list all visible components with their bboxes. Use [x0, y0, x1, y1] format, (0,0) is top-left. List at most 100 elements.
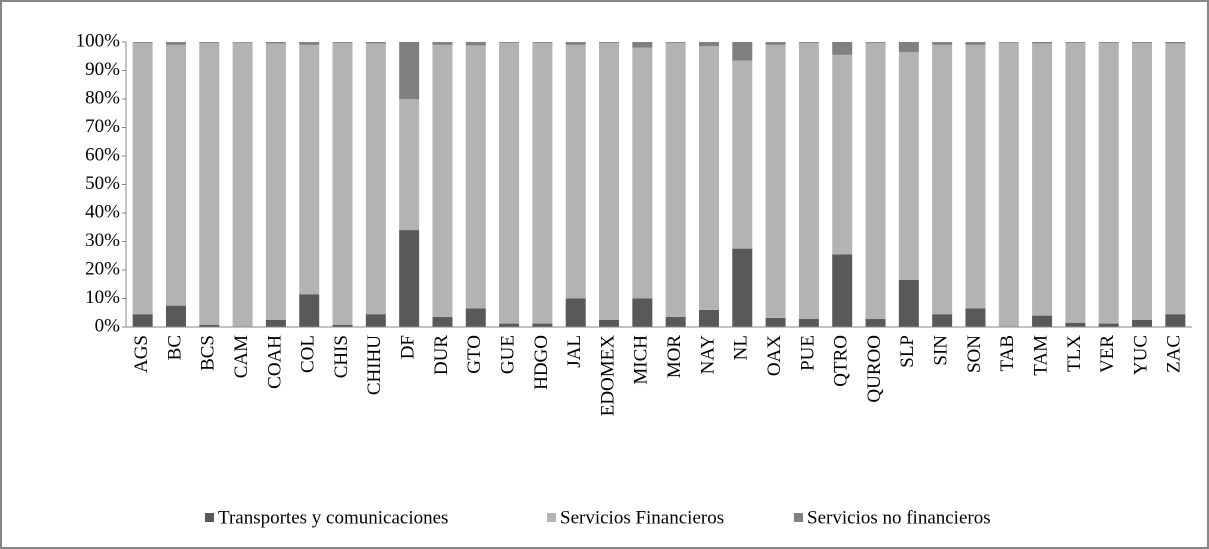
x-tick-label: QTRO [831, 335, 852, 387]
x-tick-label: DUR [431, 335, 452, 375]
bar-segment [732, 42, 753, 61]
x-tick-label: HDGO [531, 335, 552, 390]
bar-segment [898, 51, 919, 280]
x-tick-label: TAB [997, 335, 1018, 371]
legend-label: Servicios Financieros [560, 507, 724, 528]
x-tick-label: MOR [664, 335, 685, 379]
x-tick-label: PUE [797, 335, 818, 371]
bar-segment [632, 42, 653, 48]
y-tick-label: 100% [76, 30, 121, 51]
bar-segment [399, 42, 420, 99]
bar-segment [365, 314, 386, 327]
bar-segment [532, 42, 553, 324]
bar-segment [798, 319, 819, 327]
x-tick-label: JAL [564, 335, 585, 368]
y-tick-label: 90% [85, 59, 120, 80]
y-tick-label: 0% [95, 315, 121, 336]
bar-segment [265, 319, 286, 327]
bar-segment [232, 42, 253, 43]
x-tick-label: GTO [464, 335, 485, 374]
bar-segment [465, 308, 486, 327]
bar-segment [299, 42, 320, 45]
x-tick-label: NL [731, 335, 752, 360]
legend-label: Servicios no financieros [807, 507, 991, 528]
bar-segment [1032, 43, 1053, 316]
bar-segment [1098, 323, 1119, 327]
bar-segment [865, 42, 886, 320]
bar-segment [898, 279, 919, 327]
x-tick-label: YUC [1130, 335, 1151, 375]
x-tick-label: TAM [1030, 335, 1051, 376]
legend-swatch [794, 513, 803, 522]
bar-segment [565, 42, 586, 45]
bar-segment [332, 325, 353, 327]
x-tick-label: VER [1097, 335, 1118, 373]
bar-segment [432, 42, 453, 45]
bar-segment [532, 323, 553, 327]
x-tick-label: DF [398, 335, 419, 359]
bar-segment [532, 42, 553, 43]
bar-segment [765, 317, 786, 327]
bar-segment [1165, 314, 1186, 327]
bar-segment [932, 42, 953, 45]
bar-segment [965, 308, 986, 327]
bar-segment [698, 46, 719, 310]
bar-segment [632, 47, 653, 299]
bar-segment [932, 44, 953, 315]
bar-segment [165, 305, 186, 327]
bar-segment [432, 317, 453, 327]
x-tick-label: GUE [497, 335, 518, 374]
bar-segment [165, 42, 186, 45]
bar-segment [732, 60, 753, 249]
y-tick-label: 40% [85, 201, 120, 222]
bar-segment [399, 99, 420, 231]
bar-segment [599, 319, 620, 327]
bar-segment [965, 42, 986, 45]
bar-segment [865, 42, 886, 43]
bar-segment [599, 42, 620, 320]
bar-segment [265, 43, 286, 320]
bar-segment [365, 42, 386, 44]
x-tick-label: EDOMEX [597, 335, 618, 417]
bar-segment [698, 309, 719, 327]
bar-segment [332, 42, 353, 326]
bar-segment [932, 314, 953, 327]
bar-segment [1065, 322, 1086, 327]
legend-swatch [547, 513, 556, 522]
x-tick-label: ZAC [1164, 335, 1185, 373]
bar-segment [499, 323, 520, 327]
bar-segment [832, 54, 853, 255]
y-tick-label: 60% [85, 144, 120, 165]
bar-segment [898, 42, 919, 52]
bar-segment [1132, 42, 1153, 43]
bar-segment [499, 42, 520, 324]
bar-segment [698, 42, 719, 47]
bar-segment [299, 294, 320, 327]
bar-segment [965, 44, 986, 309]
legend-swatch [205, 513, 214, 522]
y-tick-label: 30% [85, 230, 120, 251]
bar-segment [499, 42, 520, 43]
bar-segment [332, 42, 353, 43]
x-tick-label: COAH [264, 335, 285, 389]
bar-segment [365, 43, 386, 315]
bar-segment [765, 44, 786, 318]
bar-segment [132, 314, 153, 327]
bar-segment [665, 42, 686, 318]
bar-segment [465, 42, 486, 46]
x-tick-label: AGS [131, 335, 152, 373]
bar-segment [432, 44, 453, 318]
bar-segment [132, 42, 153, 43]
x-tick-label: TLX [1064, 335, 1085, 372]
x-tick-label: CHIS [331, 335, 352, 378]
legend-label: Transportes y comunicaciones [218, 507, 448, 528]
x-tick-label: SON [964, 335, 985, 373]
y-tick-label: 80% [85, 87, 120, 108]
bar-segment [1098, 42, 1119, 324]
bar-segment [1065, 42, 1086, 43]
bar-segment [199, 325, 220, 327]
x-tick-label: OAX [764, 335, 785, 376]
x-tick-label: CAM [231, 335, 252, 378]
x-tick-label: SIN [931, 335, 952, 366]
